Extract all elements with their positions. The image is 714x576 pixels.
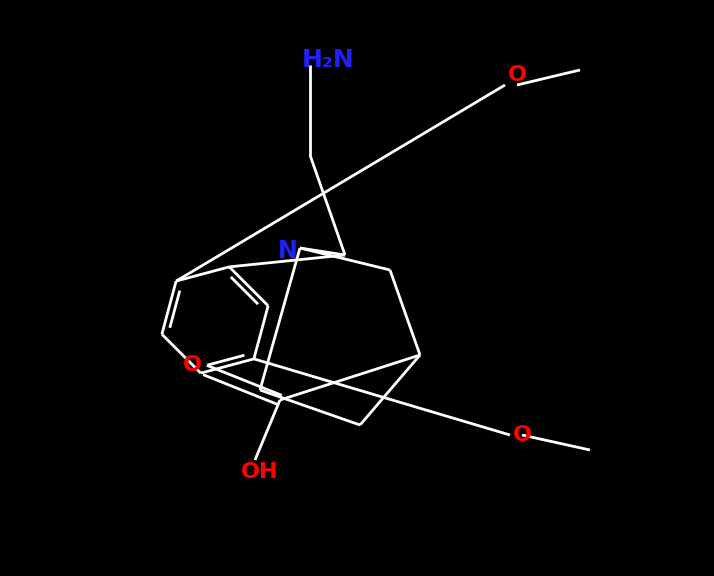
Text: H₂N: H₂N <box>301 48 354 72</box>
Text: O: O <box>513 425 531 445</box>
Text: OH: OH <box>241 462 278 482</box>
Text: O: O <box>508 65 526 85</box>
Text: N: N <box>278 239 298 263</box>
Text: O: O <box>183 355 201 375</box>
